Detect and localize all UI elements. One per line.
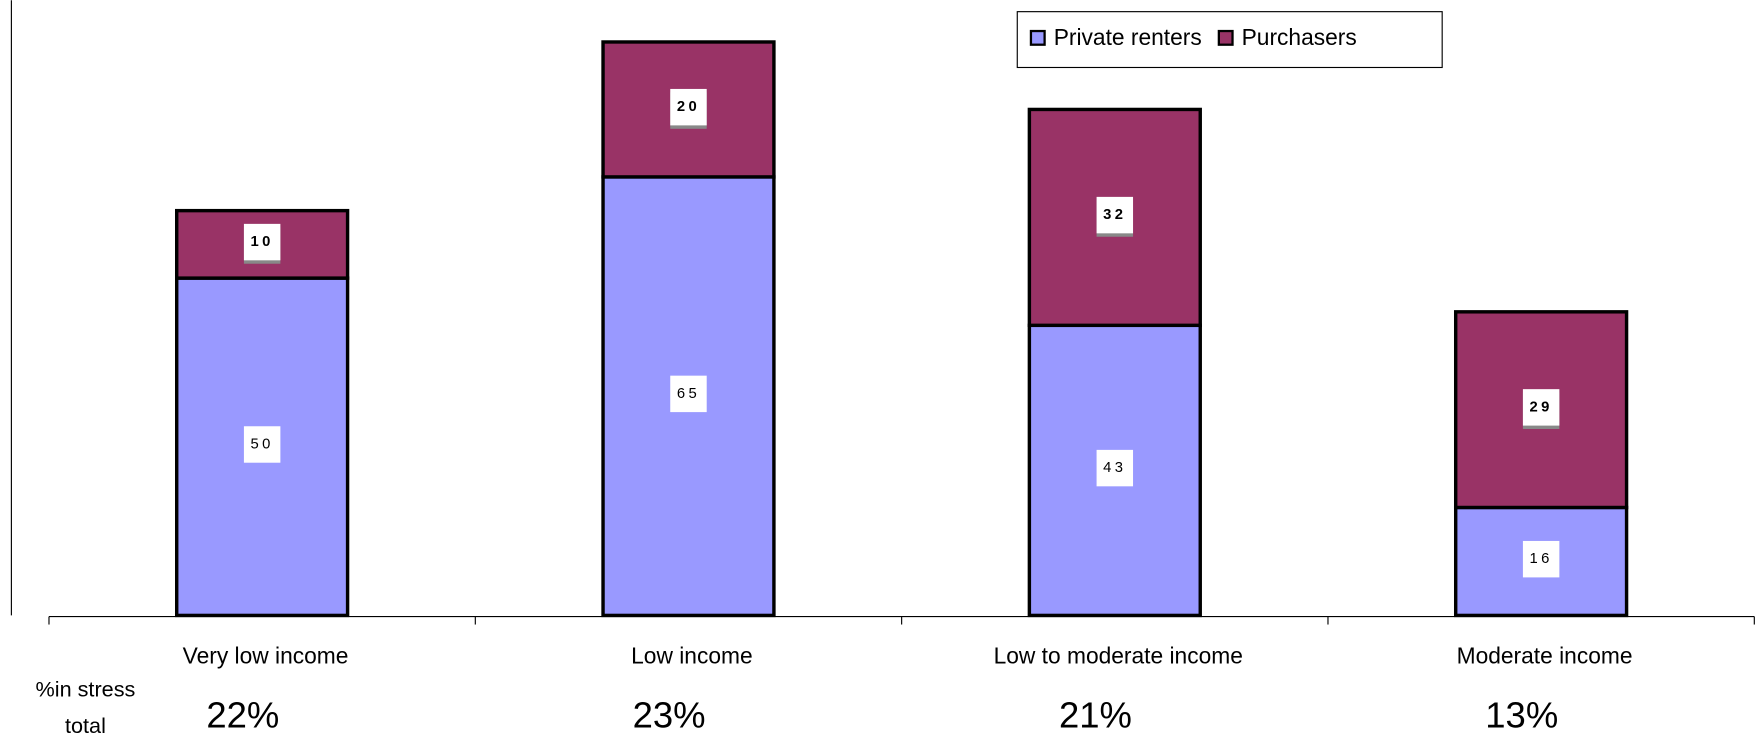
label-bg [670,375,707,413]
label-bg [243,223,281,261]
legend-label: Purchasers [1242,24,1357,50]
data-label: 50 [251,436,274,452]
in-stress-label: %in stress total [35,678,136,739]
label-bg [243,426,281,463]
data-label: 10 [251,234,274,250]
label-bg [1522,540,1560,578]
data-label: 20 [677,99,700,115]
label-bg [670,88,707,126]
in-stress-total: 21% [1059,695,1132,736]
data-label: 32 [1103,207,1126,223]
in-stress-total: 22% [206,695,279,736]
data-label: 65 [677,386,700,402]
x-tick-label: Moderate income [1457,643,1633,669]
data-label: 16 [1529,551,1552,567]
legend-label: Private renters [1054,24,1202,50]
in-stress-label-box: %in stress total [35,678,136,739]
legend-swatch [1217,29,1234,46]
label-bg [1096,196,1134,234]
label-bg [1522,389,1560,426]
x-tick-label: Very low income [183,643,349,669]
in-stress-total: 13% [1485,695,1558,736]
x-tick-label: Low to moderate income [994,643,1243,669]
data-label: 29 [1529,399,1552,415]
data-label: 43 [1103,460,1126,476]
legend-swatch [1029,29,1046,46]
x-tick-label: Low income [631,643,752,669]
label-bg [1096,449,1134,487]
in-stress-total: 23% [633,695,706,736]
